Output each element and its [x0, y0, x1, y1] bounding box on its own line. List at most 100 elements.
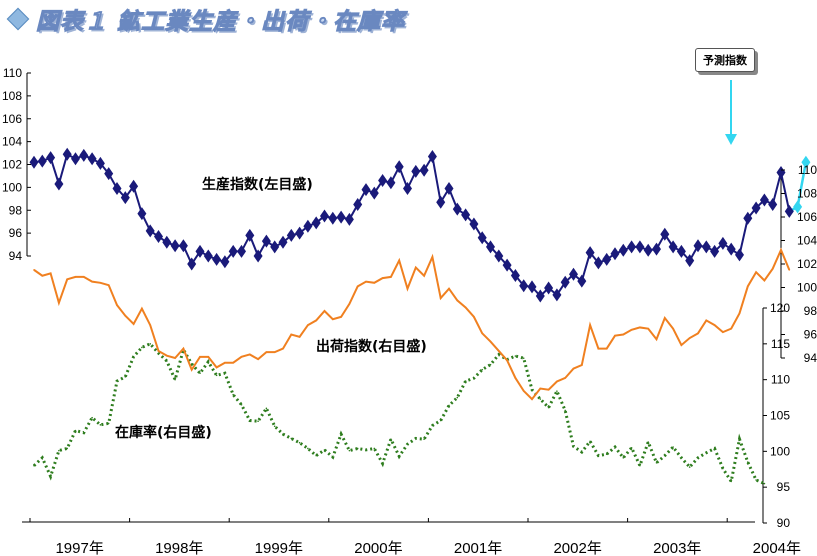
inventory-point — [373, 447, 376, 450]
production-point — [519, 279, 529, 293]
right-inventory-axis-tick-label: 120 — [770, 301, 790, 315]
production-point — [220, 255, 230, 269]
shipments-point — [788, 269, 791, 271]
inventory-point — [448, 404, 450, 407]
shipments-point — [315, 319, 318, 322]
production-series-line — [33, 152, 791, 298]
shipments-point — [697, 332, 699, 335]
shipments-point — [639, 326, 641, 329]
right-shipments-axis-tick-label: 98 — [804, 304, 817, 318]
inventory-point — [323, 449, 326, 451]
shipments-point — [282, 347, 284, 350]
shipments-point — [688, 337, 691, 339]
inventory-point — [132, 355, 135, 358]
inventory-point — [439, 419, 442, 422]
shipments-point — [240, 356, 243, 358]
production-point — [104, 167, 114, 181]
inventory-point — [224, 372, 226, 375]
shipments-point — [124, 314, 127, 317]
inventory-point — [33, 464, 35, 467]
shipments-point — [290, 333, 293, 336]
production-point — [353, 198, 363, 212]
inventory-point — [605, 453, 608, 456]
chart-title: 図表１ 鉱工業生産・出荷・在庫率 — [2, 0, 405, 38]
inventory-point — [116, 380, 118, 382]
inventory-point — [290, 437, 293, 440]
production-point — [685, 254, 695, 268]
shipments-point — [265, 351, 268, 353]
x-axis-year-label: 2003年 — [653, 540, 701, 556]
inventory-point — [207, 360, 210, 363]
inventory-point — [49, 475, 52, 478]
inventory-point — [166, 360, 168, 362]
inventory-point — [730, 480, 732, 483]
shipments-point — [423, 274, 425, 277]
production-point — [403, 182, 412, 196]
shipments-point — [780, 249, 782, 251]
shipments-point — [473, 316, 475, 318]
shipments-point — [58, 301, 60, 304]
x-axis-year-label: 2000年 — [354, 540, 402, 556]
shipments-point — [605, 347, 608, 350]
production-point — [112, 182, 122, 196]
production-point — [660, 227, 670, 241]
inventory-point — [473, 377, 475, 380]
production-point — [477, 231, 487, 245]
production-point — [95, 156, 105, 170]
production-point — [54, 177, 64, 191]
shipments-point — [415, 266, 417, 269]
shipments-point — [182, 347, 185, 350]
production-point — [228, 244, 238, 258]
shipments-point — [166, 354, 168, 357]
production-point — [710, 244, 720, 258]
shipments-point — [199, 356, 201, 358]
inventory-point — [697, 456, 699, 459]
shipments-point — [655, 338, 658, 341]
production-point — [452, 202, 462, 216]
shipments-point — [141, 307, 143, 310]
shipments-point — [356, 285, 359, 288]
production-point — [87, 152, 97, 166]
shipments-point — [630, 329, 633, 331]
shipments-point — [514, 377, 517, 379]
inventory-point — [99, 424, 102, 426]
production-point — [701, 240, 711, 254]
inventory-point — [282, 433, 284, 435]
inventory-point — [415, 437, 417, 440]
production-point — [427, 149, 437, 163]
production-point — [602, 252, 612, 266]
inventory-point — [539, 398, 542, 400]
shipments-series-line — [33, 247, 791, 401]
production-point — [535, 289, 545, 303]
production-point — [510, 268, 520, 282]
inventory-point — [124, 376, 127, 378]
inventory-point — [74, 429, 77, 432]
inventory-point — [91, 416, 93, 419]
inventory-point — [498, 353, 500, 356]
production-point — [253, 249, 263, 263]
production-point — [469, 217, 479, 231]
production-point — [71, 152, 80, 166]
shipments-point — [581, 364, 583, 366]
inventory-point — [489, 363, 492, 366]
shipments-point — [439, 297, 442, 299]
shipments-point — [539, 387, 542, 390]
production-point — [361, 183, 371, 197]
shipments-point — [406, 287, 409, 290]
production-point — [494, 249, 504, 263]
production-point — [768, 198, 778, 212]
inventory-point — [340, 433, 342, 435]
inventory-point — [481, 368, 484, 371]
production-point — [743, 211, 753, 225]
production-point — [486, 240, 495, 254]
production-point — [37, 154, 47, 168]
forecast-point — [793, 200, 803, 214]
production-point — [444, 182, 454, 196]
production-point — [776, 166, 786, 180]
production-point — [552, 288, 562, 302]
inventory-point — [157, 352, 160, 354]
inventory-point — [655, 462, 658, 464]
right-inventory-axis-tick-label: 100 — [770, 444, 790, 458]
production-point — [693, 239, 703, 253]
